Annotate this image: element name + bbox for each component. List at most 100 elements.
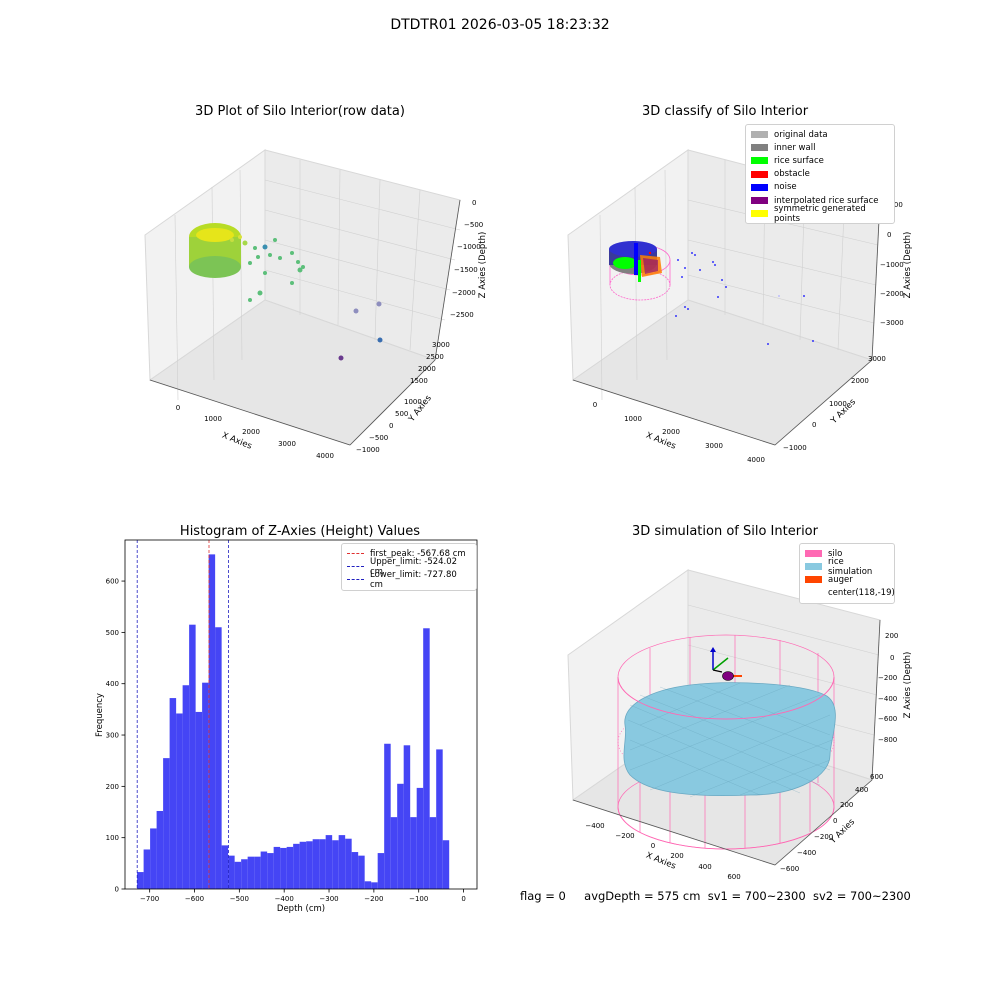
classify-ytick: 2000 [851, 377, 869, 385]
legend-item: rice surface [751, 154, 889, 167]
classify-ztick: −1000 [880, 261, 904, 269]
histogram-bar [312, 839, 320, 889]
simulation-panel-title: 3D simulation of Silo Interior [632, 524, 818, 539]
simulation-ztick: 0 [890, 654, 894, 662]
classify-3d-plot: 0 1000 2000 3000 4000 −1000 0 1000 2000 … [567, 149, 913, 464]
histogram-bar [403, 745, 411, 889]
classify-ytick: 3000 [868, 355, 886, 363]
simulation-ytick: −600 [780, 865, 799, 873]
histogram-bar [215, 627, 222, 889]
legend-item: interpolated rice surface [751, 194, 889, 207]
histogram-x-tick-label: 0 [461, 895, 465, 903]
histogram-bar [364, 881, 372, 889]
histogram-y-tick-label: 600 [106, 578, 119, 586]
histogram-y-tick-label: 300 [106, 732, 119, 740]
raw-silo-points [189, 223, 241, 278]
legend-swatch [347, 566, 364, 568]
histogram-chart: −700 −600 −500 −400 −300 −200 −100 0 0 100 200 300… [95, 539, 478, 914]
legend-item: Upper_limit: -524.02 cm [347, 557, 471, 577]
raw-ytick: −1000 [356, 446, 380, 454]
histogram-bar [176, 713, 183, 889]
raw-ytick: 2000 [418, 365, 436, 373]
histogram-bar [345, 838, 352, 889]
histogram-bar [286, 846, 294, 889]
histogram-bar [156, 810, 164, 889]
histogram-x-tick-label: −100 [409, 895, 428, 903]
classify-xtick: 2000 [662, 428, 680, 436]
classify-ztick: −2000 [880, 290, 904, 298]
histogram-bar [182, 685, 190, 889]
legend-item: inner wall [751, 141, 889, 154]
histogram-bar [208, 554, 216, 889]
legend-item: silo [805, 547, 889, 560]
histogram-reference-lines [136, 540, 229, 889]
classify-ytick: 0 [812, 421, 816, 429]
raw-ztick: 0 [472, 199, 476, 207]
legend-item: noise [751, 181, 889, 194]
raw-ytick: 0 [389, 422, 393, 430]
histogram-bar [267, 853, 274, 889]
histogram-x-tick-label: −300 [319, 895, 338, 903]
classify-ztick: −3000 [880, 319, 904, 327]
raw-ytick: −500 [369, 434, 388, 442]
simulation-ztick: −600 [878, 715, 897, 723]
simulation-3d-plot: −400 −200 0 200 400 600 −600 −400 −200 0… [567, 569, 913, 881]
raw-ytick: 500 [395, 410, 408, 418]
histogram-x-ticks: −700 −600 −500 −400 −300 −200 −100 0 [140, 889, 466, 903]
simulation-legend: silo rice simulation auger center(118,-1… [799, 543, 895, 604]
histogram-x-tick-label: −200 [364, 895, 383, 903]
center-axes [710, 647, 729, 673]
legend-swatch [347, 553, 364, 555]
histogram-bar [150, 828, 157, 889]
classify-xtick: 4000 [747, 456, 765, 464]
histogram-bar [442, 840, 450, 889]
histogram-bar [371, 882, 378, 889]
histogram-y-ticks: 0 100 200 300 400 500 600 [106, 578, 125, 894]
simulation-xtick: 600 [727, 873, 740, 881]
legend-item: symmetric generated points [751, 204, 889, 224]
simulation-xtick: 400 [698, 863, 711, 871]
rice-surface [623, 682, 836, 797]
auger [722, 671, 742, 681]
histogram-bar [241, 859, 248, 889]
simulation-ztick: −800 [878, 736, 897, 744]
raw-scatter-points [230, 235, 383, 361]
classify-legend: original data inner wall rice surface ob… [745, 124, 895, 225]
raw-xtick: 3000 [278, 440, 296, 448]
histogram-bar [436, 749, 443, 889]
legend-swatch [751, 131, 768, 139]
classify-xtick: 1000 [624, 415, 642, 423]
legend-swatch [805, 563, 822, 571]
simulation-ytick: 400 [855, 786, 868, 794]
raw-ytick: 2500 [426, 353, 444, 361]
histogram-x-tick-label: −500 [230, 895, 249, 903]
simulation-ztick: −200 [878, 674, 897, 682]
histogram-bar [384, 743, 391, 889]
simulation-ztick: 200 [885, 632, 898, 640]
histogram-y-tick-label: 0 [115, 886, 119, 894]
simulation-xtick: 0 [651, 842, 655, 850]
legend-item: rice simulation [805, 557, 889, 577]
histogram-y-tick-label: 200 [106, 783, 119, 791]
histogram-bar [377, 853, 385, 889]
classify-silo-points [609, 241, 671, 301]
classify-ytick: −1000 [783, 444, 807, 452]
legend-item: first_peak: -567.68 cm [347, 547, 471, 560]
simulation-ylabel: Y Axies [827, 817, 857, 847]
raw-ztick: −500 [464, 221, 483, 229]
histogram-xlabel: Depth (cm) [277, 904, 325, 914]
legend-swatch [805, 576, 822, 584]
histogram-bar [189, 624, 196, 889]
sv2-text: sv2 = 700~2300 [812, 889, 911, 903]
histogram-bar [319, 839, 326, 889]
histogram-bar [169, 698, 177, 889]
histogram-y-tick-label: 100 [106, 834, 119, 842]
histogram-bar [423, 628, 430, 889]
legend-swatch [751, 157, 768, 165]
classify-xtick: 0 [593, 401, 597, 409]
legend-swatch [751, 183, 768, 191]
raw-ztick: −1500 [454, 266, 478, 274]
histogram-bar [202, 682, 209, 889]
classify-zlabel: Z Axies (Depth) [903, 232, 913, 299]
raw-panel-title: 3D Plot of Silo Interior(row data) [195, 104, 405, 119]
